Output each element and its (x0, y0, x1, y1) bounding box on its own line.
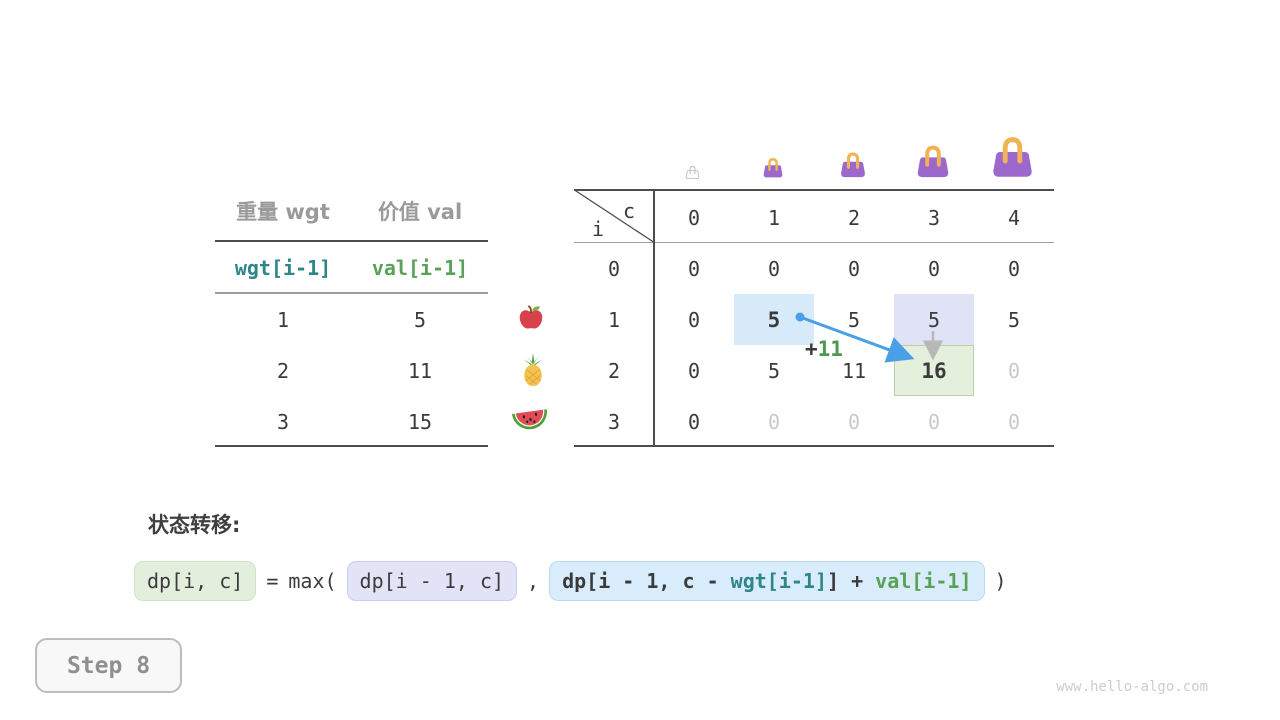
dp-cell: 5 (1007, 307, 1021, 332)
dp-corner-diagonal (574, 189, 654, 243)
formula-arg2-head: dp[i - 1, c - (562, 569, 731, 593)
items-table-subheader-val: val[i-1] (371, 256, 469, 280)
dp-cell: 0 (687, 409, 701, 434)
item-value-value: 15 (407, 409, 433, 434)
watermelon-icon (511, 406, 551, 434)
dp-cell: 0 (1007, 256, 1021, 281)
annotation-plus-sign: + (805, 337, 818, 361)
items-table-mid-divider (215, 292, 488, 294)
item-weight-value: 1 (276, 307, 290, 332)
dp-cell: 0 (767, 256, 781, 281)
dp-col-header: 2 (847, 205, 861, 230)
dp-table-header-divider (574, 242, 1054, 243)
formula-close-paren: ) (994, 569, 1007, 593)
dp-cell: 0 (1007, 358, 1021, 383)
formula-lhs-pill: dp[i, c] (134, 561, 257, 601)
item-value-value: 11 (407, 358, 433, 383)
formula-arg2-mid: ] + (827, 569, 876, 593)
dp-cell: 0 (847, 256, 861, 281)
dp-cell: 0 (927, 256, 941, 281)
dp-corner-col-label: c (623, 199, 636, 223)
items-table-bottom-divider (215, 445, 488, 447)
handbag-icon (839, 151, 867, 182)
formula-comma: , (527, 569, 540, 593)
formula-arg2-wgt: wgt[i-1] (730, 569, 827, 593)
item-value-value: 5 (413, 307, 427, 332)
dp-cell: 5 (734, 294, 814, 345)
handbag-icon (915, 144, 951, 182)
dp-cell: 0 (687, 307, 701, 332)
formula-equals: = (266, 569, 279, 593)
items-table-header-value: 价值 val (377, 200, 463, 224)
formula-arg2-pill: dp[i - 1, c - wgt[i-1]] + val[i-1] (549, 561, 985, 601)
transition-add-annotation: +11 (805, 337, 843, 361)
items-table-header-weight: 重量 wgt (236, 200, 330, 224)
dp-col-header: 1 (767, 205, 781, 230)
dp-cell: 11 (841, 358, 867, 383)
dp-cell: 0 (767, 409, 781, 434)
handbag-outline-icon (685, 164, 700, 183)
dp-row-header: 0 (607, 256, 621, 281)
formula-max-open: max( (288, 569, 337, 593)
dp-row-header: 2 (607, 358, 621, 383)
transition-section-label: 状态转移: (148, 513, 241, 537)
dp-cell: 16 (894, 345, 974, 396)
handbag-icon (762, 157, 784, 182)
apple-icon (516, 303, 546, 333)
dp-cell: 0 (687, 358, 701, 383)
formula-arg2-val: val[i-1] (875, 569, 972, 593)
dp-cell: 0 (1007, 409, 1021, 434)
item-weight-value: 2 (276, 358, 290, 383)
dp-col-header: 4 (1007, 205, 1021, 230)
watermark: www.hello-algo.com (1056, 679, 1208, 695)
dp-cell: 0 (927, 409, 941, 434)
dp-cell: 0 (847, 409, 861, 434)
dp-cell: 0 (687, 256, 701, 281)
item-weight-value: 3 (276, 409, 290, 434)
dp-cell: 5 (894, 294, 974, 345)
annotation-value: 11 (817, 337, 843, 361)
dp-table-bottom-border (574, 445, 1054, 447)
dp-corner-row-label: i (592, 217, 605, 241)
items-table-top-divider (215, 240, 488, 242)
items-table-subheader-wgt: wgt[i-1] (234, 256, 332, 280)
formula-arg1-pill: dp[i - 1, c] (346, 561, 518, 601)
handbag-icon (990, 135, 1035, 182)
dp-table-top-border (574, 189, 1054, 191)
step-button[interactable]: Step 8 (35, 638, 182, 693)
dp-row-header: 1 (607, 307, 621, 332)
dp-col-header: 3 (927, 205, 941, 230)
dp-table-vertical-border (653, 189, 655, 447)
dp-cell: 5 (767, 358, 781, 383)
transition-formula: dp[i, c] = max( dp[i - 1, c] , dp[i - 1,… (134, 560, 1007, 602)
pineapple-icon (518, 352, 548, 387)
dp-row-header: 3 (607, 409, 621, 434)
dp-col-header: 0 (687, 205, 701, 230)
